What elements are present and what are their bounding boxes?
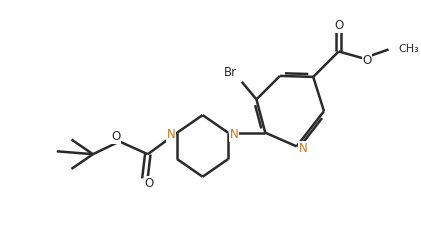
Text: O: O	[144, 177, 153, 190]
Text: O: O	[111, 130, 120, 143]
Text: N: N	[229, 128, 238, 141]
Text: N: N	[167, 128, 176, 141]
Text: O: O	[362, 54, 372, 67]
Text: N: N	[299, 142, 308, 155]
Text: O: O	[334, 20, 343, 33]
Text: Br: Br	[224, 67, 237, 80]
Text: CH₃: CH₃	[398, 44, 419, 55]
